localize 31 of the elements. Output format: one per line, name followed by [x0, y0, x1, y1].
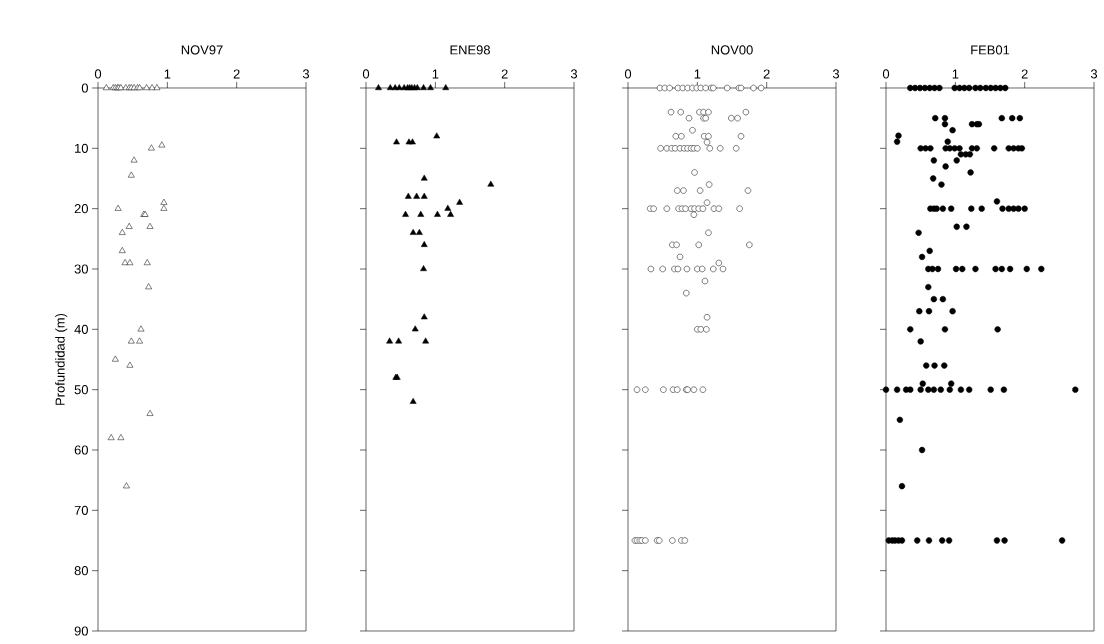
x-tick-label: 3	[570, 69, 578, 79]
x-tick-label: 2	[233, 69, 240, 79]
x-tick-label: 2	[1021, 69, 1028, 79]
x-tick-label: 2	[501, 69, 508, 79]
x-tick-label: 0	[94, 69, 102, 79]
y-axis-title: Profundidad (m)	[55, 313, 68, 405]
y-tick-label: 20	[74, 204, 88, 214]
y-tick-label: 80	[74, 566, 88, 576]
y-tick-label: 30	[74, 264, 88, 274]
y-tick-label: 0	[81, 83, 88, 93]
x-tick-label: 0	[624, 69, 632, 79]
y-tick-label: 40	[74, 324, 88, 334]
y-tick-label: 50	[74, 385, 88, 395]
x-tick-label: 1	[694, 69, 701, 79]
x-tick-label: 3	[832, 69, 840, 79]
chart-title: NOV00	[711, 45, 753, 55]
x-tick-label: 1	[952, 69, 959, 79]
chart-title: FEB01	[971, 45, 1010, 55]
y-tick-label: 60	[74, 445, 88, 455]
x-tick-label: 0	[882, 69, 890, 79]
chart-title: ENE98	[450, 45, 490, 55]
x-tick-label: 2	[763, 69, 770, 79]
x-tick-label: 3	[302, 69, 310, 79]
y-tick-label: 70	[74, 505, 88, 515]
chart-title: NOV97	[181, 45, 223, 55]
x-tick-label: 0	[362, 69, 370, 79]
x-tick-label: 1	[164, 69, 171, 79]
y-tick-label: 10	[75, 143, 88, 153]
y-tick-label: 90	[74, 626, 88, 636]
x-tick-label: 3	[1090, 69, 1098, 79]
x-tick-label: 1	[432, 69, 439, 79]
